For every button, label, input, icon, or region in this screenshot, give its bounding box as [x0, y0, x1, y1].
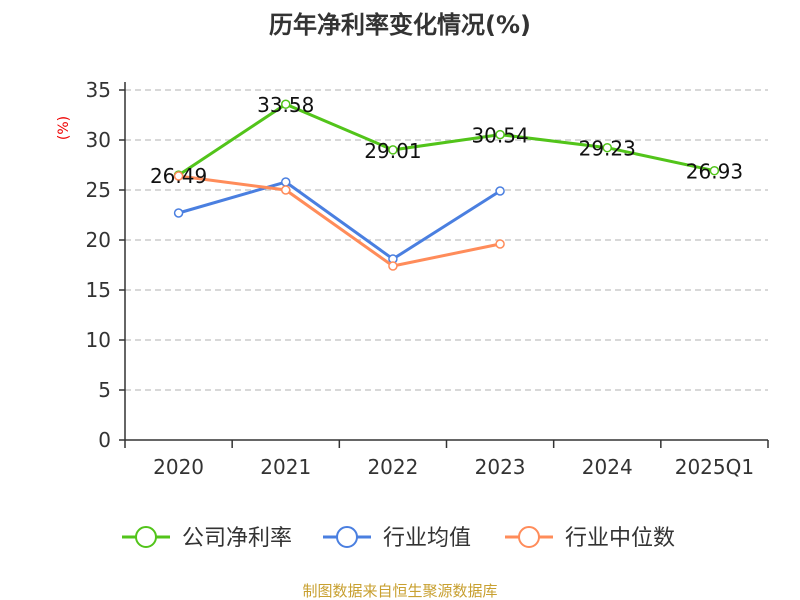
x-tick-label: 2023 — [475, 455, 526, 479]
y-tick-label: 15 — [86, 278, 111, 302]
data-point — [281, 177, 291, 187]
y-tick-label: 30 — [86, 128, 111, 152]
data-point — [173, 208, 184, 218]
y-tick-label: 20 — [86, 228, 111, 252]
data-label: 33.58 — [257, 93, 314, 117]
data-point — [281, 99, 291, 109]
source-note: 制图数据来自恒生聚源数据库 — [302, 582, 497, 600]
y-tick-label: 5 — [98, 378, 111, 402]
data-label: 30.54 — [471, 124, 528, 148]
y-tick-label: 10 — [86, 328, 111, 352]
legend-label: 行业中位数 — [565, 526, 675, 551]
data-point — [495, 239, 505, 249]
data-label: 26.49 — [150, 164, 207, 188]
data-point — [388, 145, 398, 155]
x-tick-label: 2021 — [260, 455, 311, 479]
data-point — [709, 165, 720, 176]
legend-marker — [518, 526, 540, 548]
legend-label: 公司净利率 — [182, 526, 292, 551]
y-tick-label: 35 — [86, 78, 111, 102]
series-line — [178, 180, 501, 261]
data-label: 29.01 — [364, 139, 421, 163]
legend-label: 行业均值 — [383, 526, 471, 551]
chart-title: 历年净利率变化情况(%) — [269, 11, 531, 39]
x-tick-label: 2022 — [367, 455, 418, 479]
x-tick-label: 2020 — [153, 455, 204, 479]
legend-marker — [135, 526, 157, 548]
x-tick-label: 2024 — [582, 455, 633, 479]
data-point — [495, 186, 505, 196]
data-point — [388, 261, 398, 271]
data-label: 29.23 — [579, 137, 636, 161]
data-point — [495, 129, 505, 140]
x-tick-label: 2025Q1 — [675, 455, 754, 479]
data-point — [173, 171, 184, 181]
series-line — [177, 102, 715, 177]
y-axis-label: (%) — [56, 116, 72, 140]
data-label: 26.93 — [686, 160, 743, 184]
data-point — [281, 185, 291, 195]
legend-marker — [336, 526, 358, 548]
y-tick-label: 25 — [86, 178, 111, 202]
data-point — [602, 142, 612, 153]
series-line — [178, 174, 501, 268]
y-tick-label: 0 — [98, 428, 111, 452]
